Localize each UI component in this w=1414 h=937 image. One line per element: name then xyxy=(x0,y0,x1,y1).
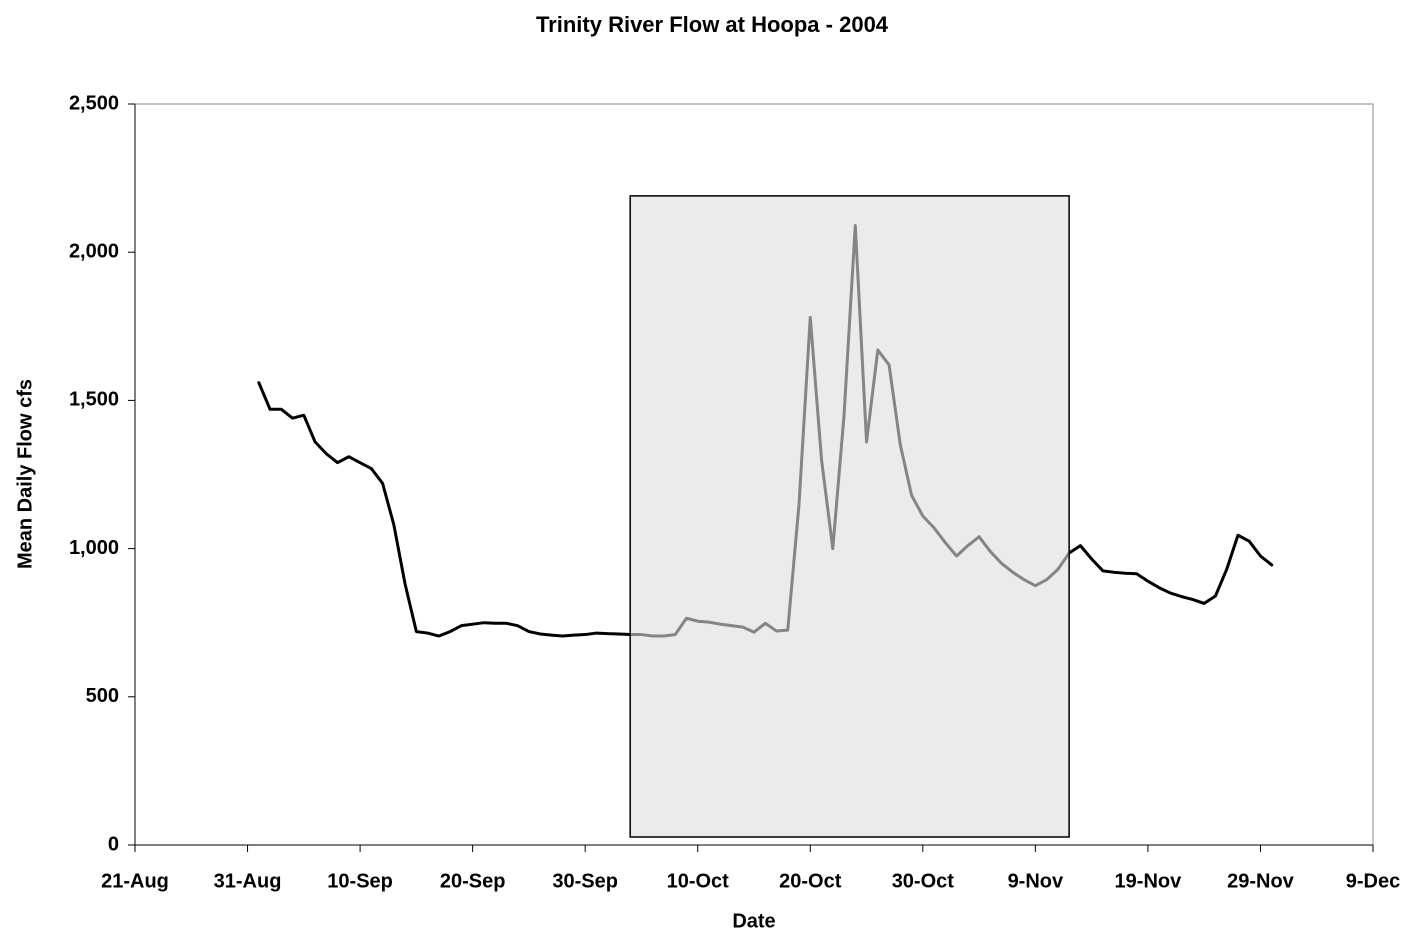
y-tick-label: 2,500 xyxy=(69,92,119,114)
y-axis-label: Mean Daily Flow cfs xyxy=(14,379,36,569)
x-tick-label: 29-Nov xyxy=(1227,870,1295,892)
y-tick-label: 1,500 xyxy=(69,389,119,411)
x-tick-label: 10-Oct xyxy=(667,870,730,892)
y-tick-label: 1,000 xyxy=(69,537,119,559)
x-tick-label: 9-Nov xyxy=(1008,870,1064,892)
x-tick-label: 31-Aug xyxy=(214,870,282,892)
y-tick-label: 500 xyxy=(86,685,119,707)
y-tick-label: 2,000 xyxy=(69,240,119,262)
x-tick-label: 19-Nov xyxy=(1115,870,1183,892)
y-tick-label: 0 xyxy=(108,833,119,855)
x-tick-label: 20-Oct xyxy=(779,870,842,892)
x-tick-label: 30-Oct xyxy=(892,870,955,892)
highlight-box xyxy=(629,195,1070,838)
x-tick-label: 9-Dec xyxy=(1346,870,1400,892)
x-tick-label: 10-Sep xyxy=(327,870,393,892)
x-tick-label: 30-Sep xyxy=(552,870,618,892)
x-tick-label: 20-Sep xyxy=(440,870,506,892)
x-tick-label: 21-Aug xyxy=(101,870,169,892)
chart-title: Trinity River Flow at Hoopa - 2004 xyxy=(536,12,889,37)
x-axis-label: Date xyxy=(732,910,775,932)
